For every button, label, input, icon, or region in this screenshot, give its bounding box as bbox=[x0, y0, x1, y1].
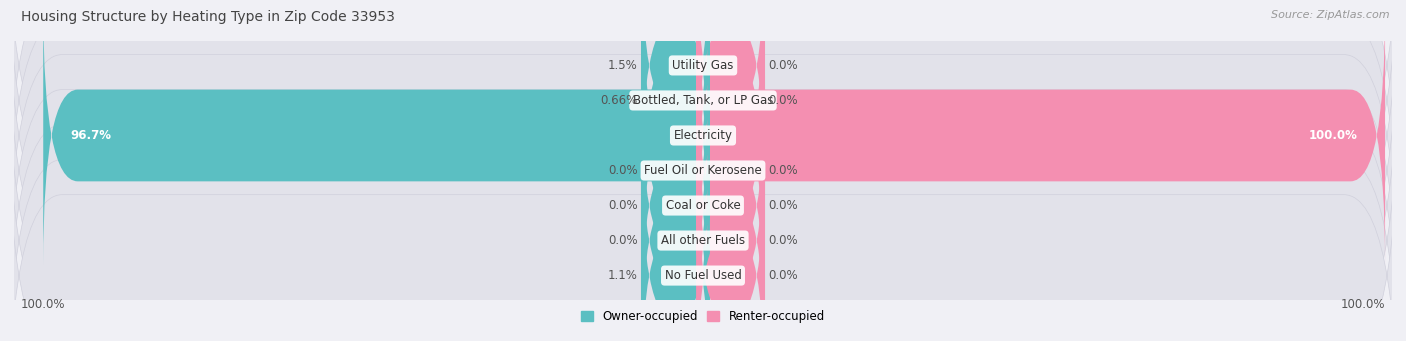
FancyBboxPatch shape bbox=[696, 146, 765, 341]
Text: Electricity: Electricity bbox=[673, 129, 733, 142]
FancyBboxPatch shape bbox=[696, 0, 765, 195]
Text: All other Fuels: All other Fuels bbox=[661, 234, 745, 247]
FancyBboxPatch shape bbox=[7, 0, 1399, 265]
FancyBboxPatch shape bbox=[696, 6, 1385, 265]
Text: 0.0%: 0.0% bbox=[769, 269, 799, 282]
Text: 100.0%: 100.0% bbox=[21, 298, 66, 311]
Text: 0.0%: 0.0% bbox=[769, 164, 799, 177]
Text: 0.0%: 0.0% bbox=[769, 234, 799, 247]
FancyBboxPatch shape bbox=[696, 111, 765, 341]
Text: 100.0%: 100.0% bbox=[1309, 129, 1358, 142]
Text: Utility Gas: Utility Gas bbox=[672, 59, 734, 72]
FancyBboxPatch shape bbox=[641, 41, 710, 300]
Text: Fuel Oil or Kerosene: Fuel Oil or Kerosene bbox=[644, 164, 762, 177]
FancyBboxPatch shape bbox=[696, 76, 765, 335]
FancyBboxPatch shape bbox=[7, 76, 1399, 341]
FancyBboxPatch shape bbox=[7, 6, 1399, 341]
Text: 1.5%: 1.5% bbox=[607, 59, 637, 72]
Text: Bottled, Tank, or LP Gas: Bottled, Tank, or LP Gas bbox=[633, 94, 773, 107]
FancyBboxPatch shape bbox=[44, 6, 710, 265]
Text: Housing Structure by Heating Type in Zip Code 33953: Housing Structure by Heating Type in Zip… bbox=[21, 10, 395, 24]
Text: Coal or Coke: Coal or Coke bbox=[665, 199, 741, 212]
Legend: Owner-occupied, Renter-occupied: Owner-occupied, Renter-occupied bbox=[576, 306, 830, 328]
Text: 0.0%: 0.0% bbox=[769, 199, 799, 212]
FancyBboxPatch shape bbox=[696, 41, 765, 300]
FancyBboxPatch shape bbox=[7, 0, 1399, 335]
Text: 100.0%: 100.0% bbox=[1340, 298, 1385, 311]
Text: 0.66%: 0.66% bbox=[600, 94, 637, 107]
Text: 0.0%: 0.0% bbox=[607, 234, 637, 247]
FancyBboxPatch shape bbox=[7, 41, 1399, 341]
Text: 0.0%: 0.0% bbox=[607, 164, 637, 177]
Text: Source: ZipAtlas.com: Source: ZipAtlas.com bbox=[1271, 10, 1389, 20]
FancyBboxPatch shape bbox=[696, 0, 765, 230]
Text: 0.0%: 0.0% bbox=[769, 59, 799, 72]
Text: 96.7%: 96.7% bbox=[70, 129, 112, 142]
Text: 0.0%: 0.0% bbox=[769, 94, 799, 107]
FancyBboxPatch shape bbox=[7, 0, 1399, 300]
FancyBboxPatch shape bbox=[641, 0, 710, 230]
Text: 0.0%: 0.0% bbox=[607, 199, 637, 212]
FancyBboxPatch shape bbox=[7, 0, 1399, 341]
FancyBboxPatch shape bbox=[641, 76, 710, 335]
FancyBboxPatch shape bbox=[641, 0, 710, 195]
FancyBboxPatch shape bbox=[641, 111, 710, 341]
Text: 1.1%: 1.1% bbox=[607, 269, 637, 282]
FancyBboxPatch shape bbox=[641, 146, 710, 341]
Text: No Fuel Used: No Fuel Used bbox=[665, 269, 741, 282]
